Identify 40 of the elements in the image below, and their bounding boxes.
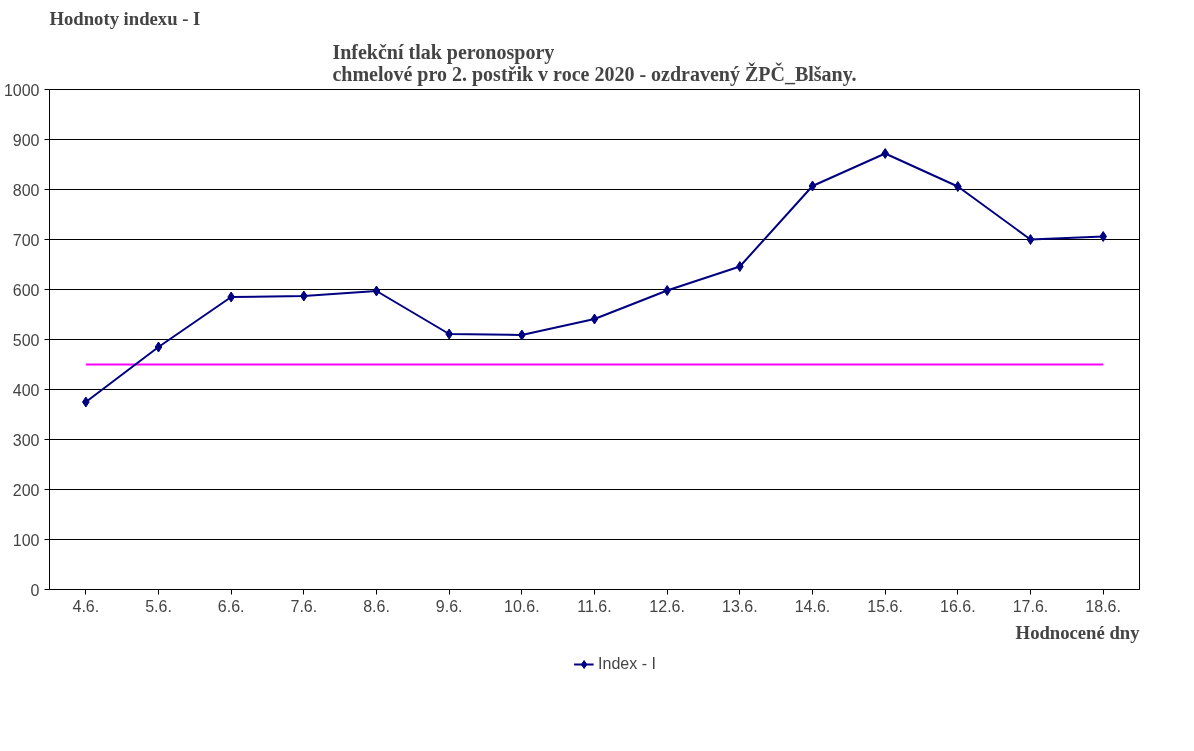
y-tick-label: 800 [12,181,40,199]
x-tick-label: 7.6. [290,597,318,615]
x-tick-label: 4.6. [72,597,100,615]
point [1026,234,1035,245]
x-tick-label: 6.6. [217,597,245,615]
y-tick-label: 300 [12,431,40,449]
x-tick-label: 16.6. [940,597,976,615]
point [1099,231,1107,242]
point [372,285,381,297]
x-tick-label: 18.6. [1085,597,1121,615]
x-tick-label: 9.6. [435,597,463,615]
y-tick-label: 400 [12,381,40,399]
y-tick-label: 700 [12,231,40,249]
y-tick-label: 600 [12,281,40,299]
y-tick-label: 100 [12,531,40,549]
point [736,261,744,272]
y-tick-label: 900 [12,131,40,149]
x-tick-label: 13.6. [722,597,758,615]
y-tick-label: 200 [12,481,40,499]
legend-label: Index - I [598,655,656,673]
x-tick-label: 12.6. [649,597,685,615]
point [154,341,163,353]
y-axis-title: Hodnoty indexu - I [49,7,201,29]
x-tick-label: 15.6. [867,597,903,615]
x-tick-label: 10.6. [504,597,540,615]
x-tick-label: 11.6. [577,597,612,615]
y-tick-label: 500 [12,331,40,349]
y-tick-label: 1000 [3,81,40,99]
chart-title: Infekční tlak peronospory chmelové pro 2. postřik v roce 2020 - ozdravený ŽPČ_Blšany. [332,40,857,86]
x-tick-label: 14.6. [794,597,831,615]
point [590,313,599,325]
point [881,148,889,159]
y-tick-label: 0 [30,581,40,599]
point [954,181,962,192]
x-tick-label: 17.6. [1012,597,1049,615]
x-tick-label: 5.6. [145,597,172,615]
point [663,285,671,296]
point [808,180,817,192]
x-tick-label: 8.6. [363,597,390,615]
x-axis-title: Hodnocené dny [1015,621,1141,643]
